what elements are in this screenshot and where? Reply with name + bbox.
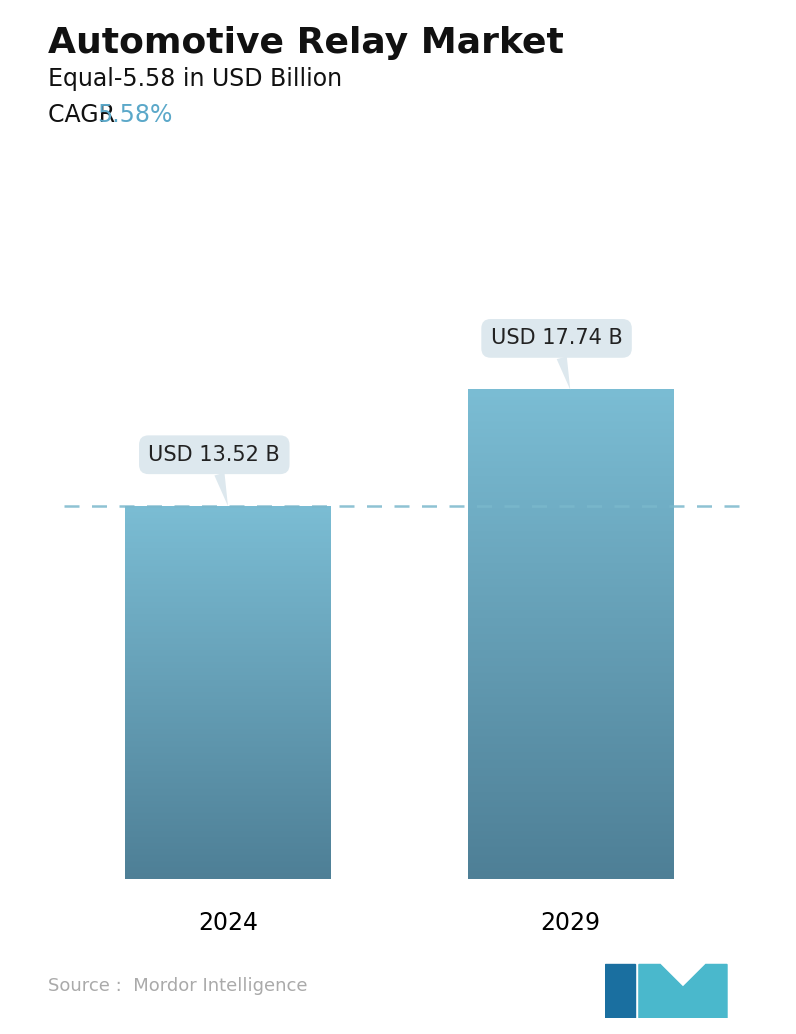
Text: 2024: 2024	[198, 911, 258, 935]
Text: Source :  Mordor Intelligence: Source : Mordor Intelligence	[48, 977, 307, 995]
Text: 5.58%: 5.58%	[97, 103, 173, 127]
Text: USD 13.52 B: USD 13.52 B	[148, 445, 280, 506]
Text: 2029: 2029	[540, 911, 600, 935]
Text: USD 17.74 B: USD 17.74 B	[490, 329, 622, 390]
Text: Automotive Relay Market: Automotive Relay Market	[48, 26, 564, 60]
Text: CAGR: CAGR	[48, 103, 123, 127]
Polygon shape	[639, 965, 727, 1018]
Text: Equal-5.58 in USD Billion: Equal-5.58 in USD Billion	[48, 67, 342, 91]
Polygon shape	[605, 965, 634, 1018]
